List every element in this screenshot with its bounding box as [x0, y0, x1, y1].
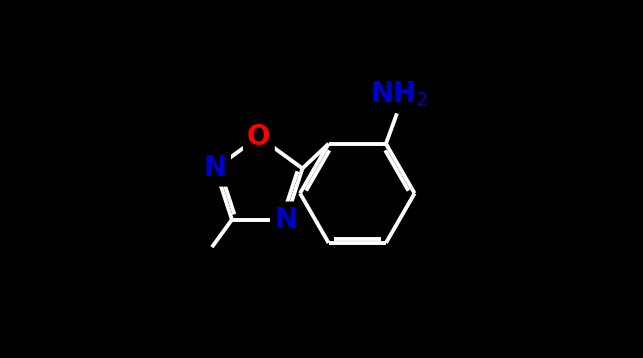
Text: N: N — [204, 154, 227, 183]
Text: NH$_2$: NH$_2$ — [370, 79, 428, 109]
Text: O: O — [247, 123, 271, 151]
Text: N: N — [274, 205, 297, 234]
